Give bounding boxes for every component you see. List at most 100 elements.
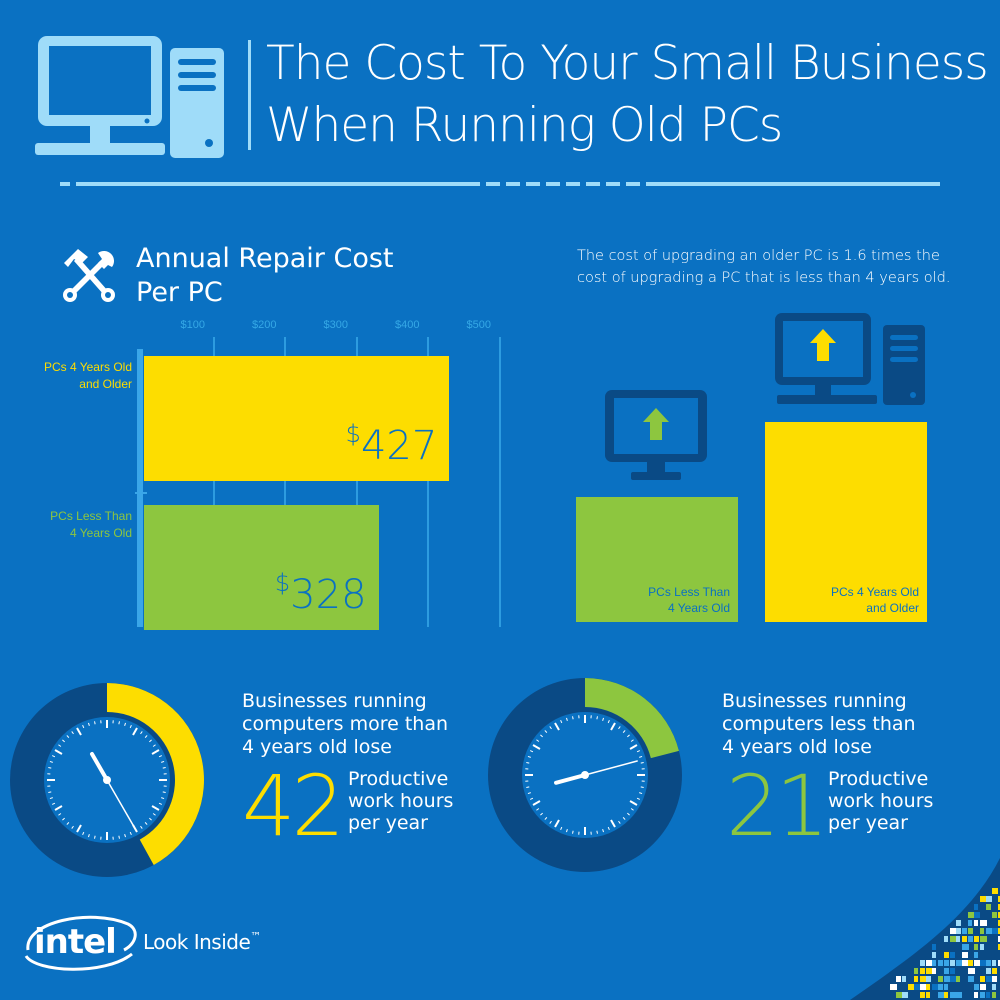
- clock-tick: [66, 822, 70, 825]
- clock-tick: [630, 808, 634, 811]
- decorative-tile: [992, 888, 998, 894]
- clock-tick: [565, 717, 568, 721]
- clock-tick: [94, 721, 96, 725]
- clock-tick: [152, 813, 156, 816]
- currency-symbol: $: [345, 420, 361, 448]
- stat-description-line: computers less than: [722, 713, 916, 735]
- title-divider: [248, 40, 251, 150]
- decorative-tile: [914, 984, 921, 990]
- clock-donut-chart: [488, 678, 682, 872]
- grid-line: [212, 337, 215, 627]
- clock-hour-hand: [554, 773, 587, 785]
- decorative-tile: [926, 992, 930, 998]
- clock-tick: [549, 820, 552, 824]
- decorative-tile: [992, 992, 996, 998]
- decorative-tile: [920, 960, 925, 966]
- clock-tick: [532, 800, 541, 806]
- clock-tick: [540, 812, 543, 816]
- bar-category-line: PCs 4 Years Old: [43, 360, 132, 374]
- clock-tick: [58, 813, 62, 816]
- decorative-tile: [920, 968, 925, 974]
- bar: [144, 505, 379, 630]
- decorative-tile: [980, 960, 987, 966]
- grid-line: [355, 337, 358, 627]
- header-separator: [60, 182, 940, 186]
- upgrade-cost-chart: PCs Less Than 4 Years Old PCs 4 Years Old a…: [560, 400, 1000, 625]
- decorative-tile: [950, 936, 956, 942]
- tick-label: $100: [180, 319, 205, 331]
- repair-title: Annual Repair Cost Per PC: [136, 242, 394, 310]
- clock-tick: [124, 722, 127, 726]
- clock-tick: [51, 802, 56, 805]
- decorative-tile: [998, 920, 1000, 926]
- currency-symbol: $: [274, 569, 291, 597]
- decorative-tile: [956, 960, 963, 966]
- decorative-tile: [992, 968, 997, 974]
- decorative-tile: [944, 936, 948, 942]
- stat-unit: Productive work hours per year: [828, 768, 933, 834]
- decorative-tile: [974, 904, 978, 910]
- grid-line: [284, 337, 286, 627]
- stat-newer-pcs: Businesses running computers less than 4 y…: [480, 660, 1000, 890]
- stat-unit-line: per year: [828, 812, 908, 834]
- decorative-tile: [944, 968, 949, 974]
- clock-tick: [66, 735, 70, 738]
- clock-tick: [639, 755, 643, 758]
- clock-tick: [54, 749, 63, 755]
- clock-tick: [149, 817, 152, 821]
- clock-tick: [618, 820, 621, 824]
- decorative-tile: [908, 984, 914, 990]
- repair-title-line2: Per PC: [136, 277, 223, 308]
- clock-minute-hand: [584, 760, 638, 776]
- clock-tick: [76, 727, 82, 736]
- clock-tick: [536, 808, 540, 811]
- clock-tick: [149, 739, 152, 743]
- pc-tower-icon: [170, 48, 224, 158]
- decorative-tile: [944, 992, 948, 998]
- header: The Cost To Your Small Business When Run…: [0, 0, 1000, 200]
- clock-tick: [627, 812, 630, 816]
- decorative-tile: [962, 936, 967, 942]
- repair-title-line1: Annual Repair Cost: [136, 243, 394, 274]
- decorative-tile: [932, 968, 936, 974]
- stat-description-line: 4 years old lose: [242, 736, 392, 758]
- decorative-tile: [968, 976, 974, 982]
- axis-tick: [135, 492, 147, 494]
- clock-hour-hand: [90, 752, 109, 782]
- decorative-tile: [926, 984, 930, 990]
- decorative-tile: [944, 976, 951, 982]
- decorative-tile: [968, 912, 975, 918]
- donut-segment: [107, 683, 204, 866]
- trademark: ™: [250, 930, 261, 943]
- stat-unit-line: per year: [348, 812, 428, 834]
- donut-segment: [585, 678, 679, 759]
- clock-tick: [82, 724, 85, 729]
- clock-tick: [71, 825, 74, 829]
- clock-tick: [560, 826, 563, 831]
- decorative-tile: [914, 976, 918, 982]
- clock-donut-chart: [10, 683, 204, 877]
- clock-tick: [544, 730, 548, 733]
- decorative-tile: [974, 992, 978, 998]
- decorative-tile: [950, 960, 955, 966]
- decorative-tile: [974, 912, 980, 918]
- bar-category-line: PCs Less Than: [50, 509, 132, 523]
- intel-swirl-icon: [24, 915, 137, 971]
- clock-tick: [596, 830, 598, 834]
- decorative-tile: [974, 936, 979, 942]
- tick-label: $500: [466, 319, 491, 331]
- clock-tick: [636, 797, 641, 800]
- clock-tick: [618, 726, 621, 730]
- clock-tick: [94, 835, 96, 839]
- decorative-tile: [902, 992, 908, 998]
- decorative-tile: [962, 960, 969, 966]
- clock-tick: [144, 822, 148, 825]
- decorative-tile: [986, 896, 992, 902]
- stat-description: Businesses running computers less than 4 y…: [722, 690, 916, 759]
- clock-tick: [152, 744, 156, 747]
- monitor-upgrade-icon-small: [605, 390, 707, 480]
- clock-tick: [118, 835, 120, 839]
- column-category-label: PCs 4 Years Old and Older: [831, 584, 919, 616]
- decorative-tile: [956, 992, 962, 998]
- decorative-tile: [992, 984, 996, 990]
